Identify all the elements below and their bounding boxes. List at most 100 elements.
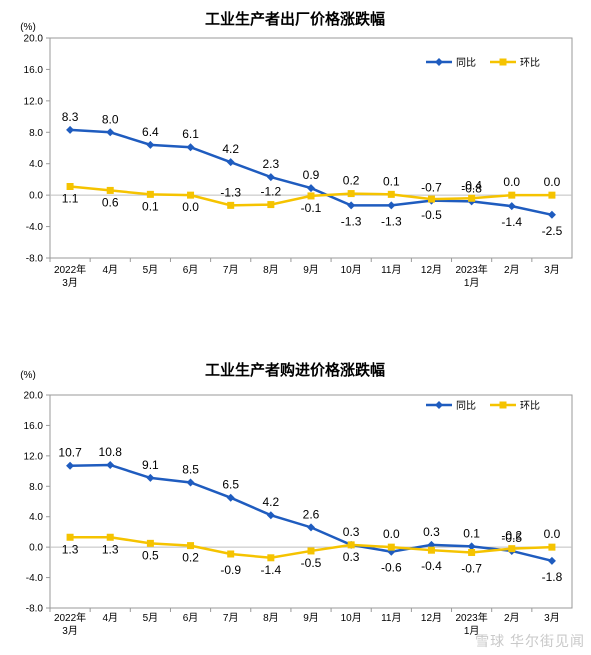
top-point-yoy <box>66 125 75 134</box>
bottom-y-tick-label: 4.0 <box>29 512 43 523</box>
top-data-label-yoy: 6.1 <box>182 127 199 141</box>
watermark: 雪球 华尔街见闻 <box>475 633 585 649</box>
bottom-data-label-mom: 1.3 <box>102 542 119 556</box>
top-point-mom <box>427 195 435 203</box>
bottom-point-mom <box>187 542 195 550</box>
top-y-tick-label: -8.0 <box>26 254 44 265</box>
top-y-tick-label: 4.0 <box>29 159 43 170</box>
top-x-tick-label: 8月 <box>263 264 279 276</box>
top-data-label-yoy: 0.9 <box>303 168 320 182</box>
ppi-purchase-chart-svg: 工业生产者购进价格涨跌幅 (%) 20.0 16.0 12.0 8.0 4.0 0.0 -4.0… <box>20 361 573 637</box>
bottom-x-tick-label: 2023年 <box>455 611 487 624</box>
top-x-tick-label: 7月 <box>223 264 239 276</box>
top-data-label-mom: -0.4 <box>461 178 482 192</box>
top-data-label-mom: 0.0 <box>544 175 561 189</box>
top-x-tick-label: 11月 <box>381 264 401 276</box>
bottom-y-tick-label: 8.0 <box>29 482 43 493</box>
top-data-label-yoy: -0.8 <box>461 181 482 195</box>
top-point-mom <box>548 191 556 199</box>
top-x-tick-label: 2022年 <box>54 263 86 276</box>
bottom-y-tick-label: 0.0 <box>29 543 43 554</box>
bottom-data-label-yoy: 9.1 <box>142 458 159 472</box>
top-legend-label-yoy: 同比 <box>456 57 476 69</box>
bottom-x-tick-label: 3月 <box>544 612 560 624</box>
top-legend-marker-yoy <box>435 58 443 66</box>
bottom-point-yoy <box>146 473 155 482</box>
ppi-ex-factory-chart-svg: 工业生产者出厂价格涨跌幅 (%)20.0 16.0 12.0 8.0 4.0 0.0 -4.0… <box>20 10 573 289</box>
bottom-y-unit: (%) <box>20 370 36 381</box>
top-point-mom <box>468 194 476 202</box>
top-point-yoy <box>387 201 396 210</box>
top-data-label-mom: -1.2 <box>261 185 282 199</box>
bottom-point-mom <box>548 543 556 551</box>
bottom-point-yoy <box>467 542 476 551</box>
top-data-label-yoy: -2.5 <box>542 224 563 238</box>
top-point-mom <box>307 192 315 200</box>
top-y-tick-label: -4.0 <box>26 222 44 233</box>
top-point-yoy <box>266 173 275 182</box>
top-legend-label-mom: 环比 <box>520 57 540 69</box>
top-x-tick-label: 6月 <box>183 264 199 276</box>
top-point-yoy <box>186 143 195 152</box>
bottom-point-mom <box>347 541 355 549</box>
top-y-tick-label: 12.0 <box>24 96 44 107</box>
bottom-y-tick-label: -8.0 <box>26 604 44 615</box>
top-y-unit: (%) <box>20 22 36 33</box>
top-data-label-yoy: 8.3 <box>62 110 79 124</box>
top-data-label-yoy: 4.2 <box>222 142 239 156</box>
top-point-mom <box>347 190 355 198</box>
bottom-data-label-mom: 1.3 <box>62 542 79 556</box>
top-point-mom <box>387 190 395 198</box>
bottom-data-label-mom: -0.4 <box>421 559 442 573</box>
top-plot-frame <box>49 37 573 259</box>
ppi-purchase-chart: 工业生产者购进价格涨跌幅 (%) 20.0 16.0 12.0 8.0 4.0 0.0 -4.0… <box>0 345 591 655</box>
top-point-yoy <box>226 158 235 167</box>
bottom-point-yoy <box>307 523 315 532</box>
top-x-tick-label: 3月 <box>62 277 78 289</box>
bottom-chart-title: 工业生产者购进价格涨跌幅 <box>205 361 385 379</box>
bottom-point-yoy <box>186 478 195 487</box>
bottom-point-mom <box>307 547 315 555</box>
bottom-point-yoy <box>547 556 556 565</box>
bottom-data-label-yoy: 2.6 <box>303 507 320 521</box>
bottom-data-label-yoy: 6.5 <box>222 478 239 492</box>
bottom-point-yoy <box>66 461 75 470</box>
top-x-tick-label: 4月 <box>102 264 118 276</box>
bottom-point-mom <box>227 550 235 558</box>
top-point-mom <box>187 191 195 199</box>
bottom-data-label-mom: 0.5 <box>142 548 159 562</box>
bottom-data-label-yoy: -1.8 <box>542 570 563 584</box>
bottom-point-mom <box>387 543 395 551</box>
top-point-yoy <box>547 210 556 219</box>
bottom-data-label-mom: -0.7 <box>461 561 482 575</box>
bottom-y-tick-label: 16.0 <box>24 421 44 432</box>
top-x-tick-label: 2月 <box>504 264 520 276</box>
bottom-point-mom <box>508 545 516 553</box>
bottom-data-label-mom: 0.3 <box>343 550 360 564</box>
bottom-data-label-yoy: 0.3 <box>423 525 440 539</box>
top-x-tick-label: 9月 <box>303 264 319 276</box>
ppi-ex-factory-chart: 工业生产者出厂价格涨跌幅 (%) 20.0 16.0 12.0 8.0 4.0 0.0 -4.0… <box>0 0 591 310</box>
top-data-label-yoy: -0.7 <box>421 181 442 195</box>
bottom-data-label-yoy: 10.8 <box>99 445 123 459</box>
top-data-label-yoy: -1.3 <box>341 214 362 228</box>
top-data-label-yoy: 6.4 <box>142 125 159 139</box>
bottom-legend-marker-yoy <box>435 401 443 409</box>
bottom-point-yoy <box>266 511 275 520</box>
bottom-data-label-yoy: 0.3 <box>343 525 360 539</box>
bottom-data-label-mom: 0.2 <box>182 551 199 565</box>
top-x-tick-label: 2023年 <box>455 263 487 276</box>
bottom-data-label-mom: -0.2 <box>501 529 522 543</box>
bottom-legend-label-yoy: 同比 <box>456 400 476 412</box>
bottom-y-tick-label: 20.0 <box>24 391 44 402</box>
bottom-x-tick-label: 12月 <box>421 612 442 624</box>
bottom-legend-label-mom: 环比 <box>520 400 540 412</box>
top-data-label-yoy: -1.4 <box>501 215 522 229</box>
top-point-yoy <box>347 201 356 210</box>
bottom-data-label-yoy: 4.2 <box>263 495 280 509</box>
bottom-plot-frame <box>49 394 573 609</box>
bottom-data-label-mom: -0.9 <box>220 563 241 577</box>
top-x-tick-label: 12月 <box>421 264 442 276</box>
bottom-data-label-yoy: 0.1 <box>463 526 480 540</box>
bottom-x-tick-label: 9月 <box>303 612 319 624</box>
